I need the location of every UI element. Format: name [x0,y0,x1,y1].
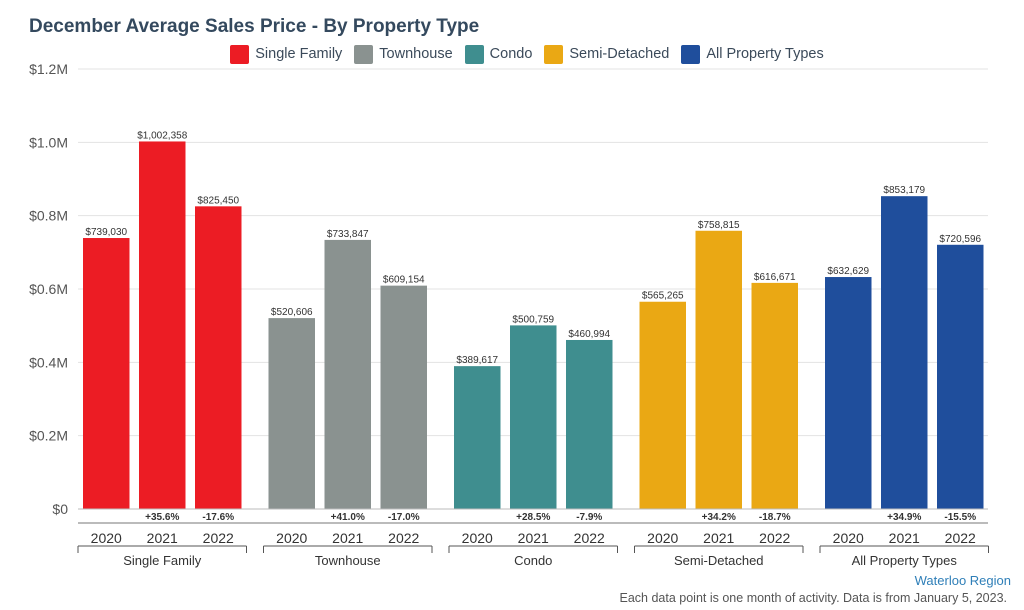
bar[interactable] [695,230,743,510]
y-tick-label: $0.4M [29,354,68,370]
bar-value-label: $389,617 [456,355,498,366]
change-label: -15.5% [944,512,976,523]
bar-value-label: $609,154 [383,275,425,286]
change-label: +34.2% [702,512,736,523]
bar-value-label: $720,596 [939,234,981,245]
bar-value-label: $632,629 [827,266,869,277]
region-label: Waterloo Region [914,573,1011,588]
group-bracket [634,545,804,553]
year-tick-label: 2020 [276,530,307,546]
bar-value-label: $853,179 [883,185,925,196]
group-bracket [263,545,433,553]
year-tick-label: 2020 [462,530,493,546]
bar[interactable] [881,196,928,509]
bar[interactable] [751,282,799,509]
legend-item[interactable]: Townhouse [354,43,453,65]
data-note: Each data point is one month of activity… [619,591,1007,605]
change-label: +34.9% [887,512,921,523]
group-label: Condo [514,553,552,568]
year-tick-label: 2021 [889,530,920,546]
year-tick-label: 2021 [332,530,363,546]
bar[interactable] [639,301,687,509]
change-label: +35.6% [145,512,179,523]
bar-value-label: $739,030 [85,227,127,238]
change-label: -17.6% [202,512,234,523]
y-tick-label: $0 [52,501,68,517]
change-label: +28.5% [516,512,550,523]
bar[interactable] [825,277,872,509]
legend-label: All Property Types [706,46,824,62]
year-tick-label: 2021 [147,530,178,546]
change-label: +41.0% [331,512,365,523]
year-tick-label: 2020 [647,530,678,546]
group-bracket [448,545,618,553]
group-label: Semi-Detached [674,553,764,568]
bar[interactable] [510,325,557,509]
bar[interactable] [139,141,186,509]
year-tick-label: 2022 [574,530,605,546]
bar-value-label: $758,815 [698,220,740,231]
bar[interactable] [268,318,316,509]
bar[interactable] [380,285,428,509]
bar[interactable] [937,244,984,509]
bar-value-label: $565,265 [642,291,684,302]
legend-label: Semi-Detached [569,46,670,62]
year-tick-label: 2020 [91,530,122,546]
group-label: All Property Types [852,553,958,568]
legend-label: Townhouse [379,46,453,62]
legend-item[interactable]: Single Family [230,43,342,65]
group-label: Single Family [123,553,202,568]
legend-item[interactable]: Semi-Detached [544,43,669,65]
bar-value-label: $733,847 [327,229,369,240]
bar[interactable] [566,339,613,509]
year-tick-label: 2022 [203,530,234,546]
y-tick-label: $1.2M [29,61,68,77]
bar-value-label: $500,759 [512,314,554,325]
bar-value-label: $520,606 [271,307,313,318]
change-label: -17.0% [388,512,420,523]
legend-swatch [681,44,701,64]
bar[interactable] [83,238,130,509]
bar[interactable] [454,366,501,509]
bar-value-label: $616,671 [754,272,796,283]
group-label: Townhouse [315,553,381,568]
year-tick-label: 2022 [759,530,790,546]
bar-value-label: $1,002,358 [137,130,187,141]
year-tick-label: 2021 [518,530,549,546]
legend-swatch [354,44,374,64]
y-tick-label: $0.6M [29,281,68,297]
group-bracket [819,545,989,553]
y-tick-label: $0.8M [29,208,68,224]
legend-label: Single Family [255,46,343,62]
legend-item[interactable]: Condo [464,43,533,65]
group-bracket [77,545,247,553]
chart-legend: Single Family Townhouse Condo Semi-Detached… [0,43,1024,65]
bar[interactable] [195,206,242,509]
bar[interactable] [324,239,372,509]
legend-item[interactable]: All Property Types [681,43,824,65]
year-tick-label: 2022 [945,530,976,546]
bar-value-label: $460,994 [568,329,610,340]
year-tick-label: 2020 [833,530,864,546]
legend-swatch [230,44,250,64]
legend-label: Condo [489,46,533,62]
year-tick-label: 2021 [703,530,734,546]
y-tick-label: $0.2M [29,428,68,444]
change-label: -7.9% [576,512,602,523]
change-label: -18.7% [759,512,791,523]
year-tick-label: 2022 [388,530,419,546]
legend-swatch [544,44,564,64]
legend-swatch [464,44,484,64]
y-tick-label: $1.0M [29,134,68,150]
chart-title: December Average Sales Price - By Proper… [29,16,480,37]
bar-value-label: $825,450 [197,195,239,206]
